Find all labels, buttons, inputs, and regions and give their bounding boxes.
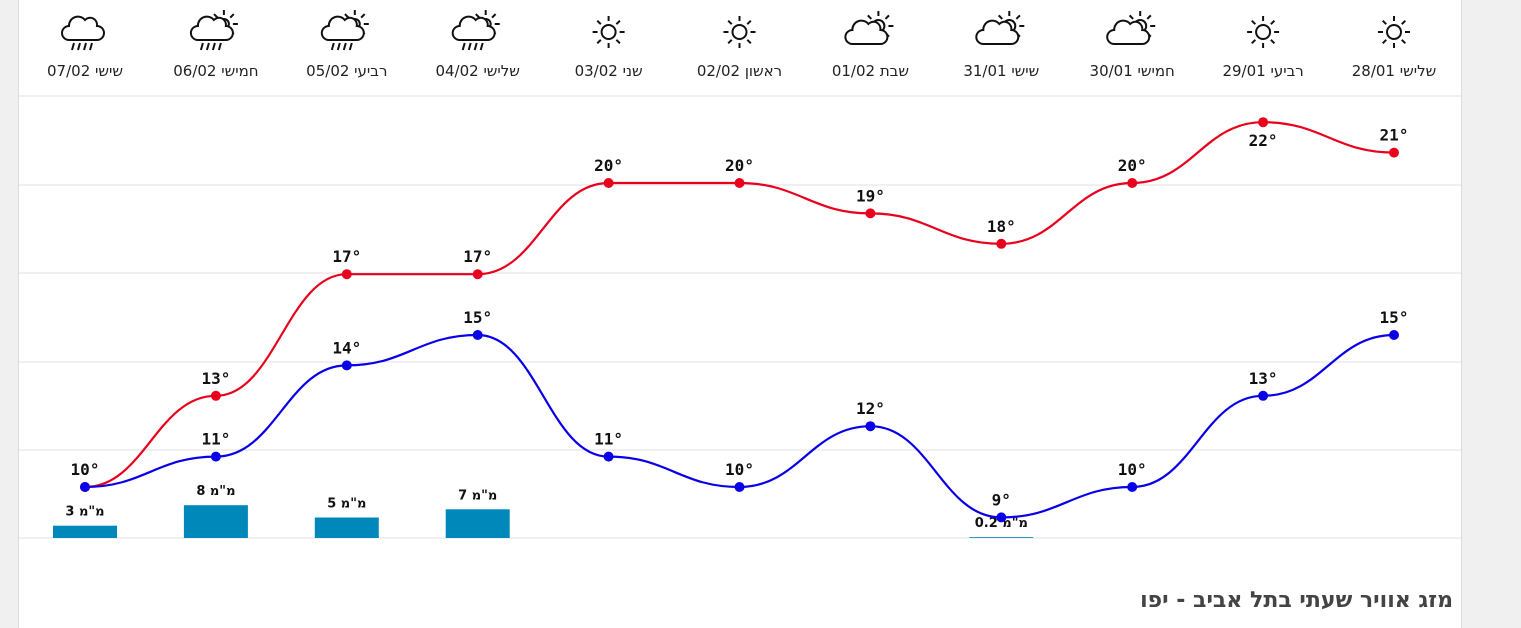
forecast-panel: 3 מ"מ 8 מ"מ 5 מ"מ 7 מ"מ 0.2 מ"מ 10° 13° 17° 17° 2… — [18, 0, 1462, 628]
precip-label: 5 מ"מ — [327, 497, 366, 512]
day-label: שישי 07/02 — [47, 62, 123, 80]
max-temp-label: 22° — [1249, 131, 1278, 150]
min-temp-point — [865, 421, 876, 432]
max-temp-point — [1389, 147, 1399, 158]
min-temp-point — [472, 330, 483, 340]
rain-cloud-icon — [61, 15, 105, 51]
max-temp-label: 13° — [201, 369, 230, 388]
min-temp-label: 11° — [594, 430, 623, 449]
max-temp-point — [734, 178, 745, 188]
sun-cloud-rain-icon — [189, 10, 238, 51]
max-temp-label: 20° — [1118, 156, 1147, 175]
sun-icon — [1247, 16, 1280, 48]
max-temp-point — [996, 238, 1007, 249]
min-temp-label: 14° — [332, 338, 361, 357]
min-temp-label: 11° — [201, 430, 230, 449]
max-temp-point — [210, 390, 221, 401]
max-temp-label: 10° — [71, 460, 100, 479]
min-temp-label: 15° — [463, 308, 492, 327]
min-temp-point — [1258, 390, 1269, 401]
min-temp-label: 12° — [856, 399, 885, 418]
min-temp-point — [1389, 330, 1399, 340]
day-label: רביעי 29/01 — [1222, 62, 1303, 80]
day-label: שני 03/02 — [575, 62, 643, 80]
max-temp-label: 20° — [725, 156, 754, 175]
min-temp-label: 13° — [1249, 369, 1278, 388]
min-temp-label: 9° — [992, 490, 1011, 509]
sun-icon — [592, 16, 625, 48]
precip-label: 3 מ"מ — [65, 505, 104, 520]
max-temp-label: 21° — [1380, 126, 1409, 145]
partly-cloudy-icon — [844, 11, 894, 45]
max-temp-point — [603, 178, 614, 188]
precip-bar — [314, 517, 379, 538]
day-label: ראשון 02/02 — [697, 62, 782, 80]
min-temp-point — [996, 512, 1007, 523]
section-title: מזג אוויר שעתי בתל אביב - יפו — [1140, 588, 1453, 613]
day-label: שבת 01/02 — [832, 62, 909, 80]
max-temp-point — [1258, 117, 1269, 128]
min-temp-point — [734, 482, 745, 492]
max-temp-label: 18° — [987, 217, 1016, 236]
precip-label: 0.2 מ"מ — [975, 516, 1028, 531]
max-temp-point — [472, 269, 483, 280]
max-temp-label: 17° — [332, 247, 361, 266]
precip-label: 8 מ"מ — [196, 484, 235, 499]
precip-label: 7 מ"מ — [458, 488, 497, 503]
precip-bar — [445, 509, 510, 538]
min-temp-point — [1127, 482, 1138, 492]
day-label: חמישי 30/01 — [1090, 62, 1175, 80]
min-temp-label: 10° — [1118, 460, 1147, 479]
min-temp-point — [341, 360, 352, 371]
min-temp-label: 15° — [1380, 308, 1409, 327]
max-temp-label: 19° — [856, 186, 885, 205]
day-label: שלישי 04/02 — [435, 62, 520, 80]
day-label: חמישי 06/02 — [173, 62, 258, 80]
partly-cloudy-icon — [1106, 11, 1156, 45]
precip-bar — [969, 537, 1034, 538]
temperature-chart: 3 מ"מ 8 מ"מ 5 מ"מ 7 מ"מ 0.2 מ"מ 10° 13° 17° 17° 2… — [19, 10, 1461, 539]
max-temp-point — [1127, 178, 1138, 188]
sun-icon — [1378, 16, 1410, 48]
min-temp-label: 10° — [725, 460, 754, 479]
min-temp-point — [80, 482, 90, 492]
sun-icon — [723, 16, 756, 48]
precip-bar — [183, 505, 248, 538]
day-label: שישי 31/01 — [963, 62, 1039, 80]
min-temp-point — [603, 451, 614, 462]
day-label: רביעי 05/02 — [306, 62, 387, 80]
min-temp-point — [210, 451, 221, 462]
partly-cloudy-icon — [975, 11, 1025, 45]
day-label: שלישי 28/01 — [1352, 62, 1437, 80]
sun-cloud-rain-icon — [451, 10, 500, 51]
max-temp-label: 17° — [463, 247, 492, 266]
max-temp-label: 20° — [594, 156, 623, 175]
sun-cloud-rain-icon — [320, 10, 369, 51]
max-temp-point — [865, 208, 876, 219]
precip-bar — [53, 525, 117, 538]
max-temp-point — [341, 269, 352, 280]
max-temp-line — [84, 121, 1395, 489]
